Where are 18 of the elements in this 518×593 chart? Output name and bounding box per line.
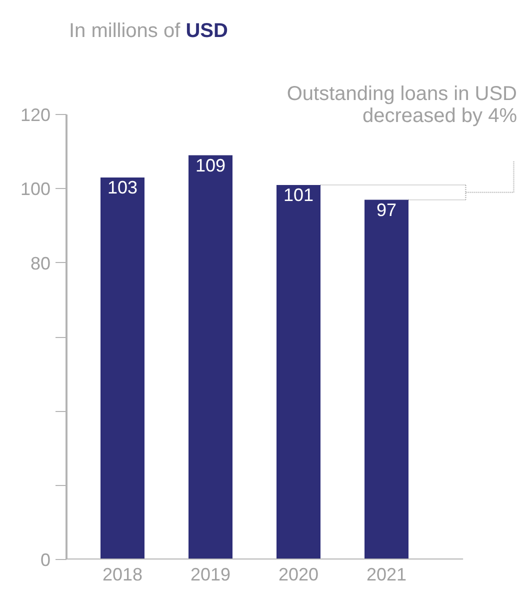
chart-title: In millions of USD — [69, 19, 228, 44]
y-tick-label: 0 — [40, 550, 51, 570]
y-tick-label: 80 — [30, 253, 51, 274]
x-tick-label: 2018 — [102, 564, 143, 584]
bar — [364, 200, 408, 560]
x-tick-label: 2020 — [278, 564, 319, 584]
data-label: 109 — [195, 155, 226, 176]
data-label: 97 — [376, 200, 397, 220]
annotation: Outstanding loans in USD decreased by 4% — [286, 83, 517, 127]
bar — [276, 184, 320, 560]
bar — [100, 178, 144, 560]
data-label: 103 — [107, 178, 138, 198]
y-tick-label: 120 — [20, 105, 51, 125]
y-tick-label: 100 — [20, 179, 51, 200]
x-tick-label: 2019 — [190, 564, 231, 584]
data-label: 101 — [283, 184, 314, 205]
bar — [188, 155, 232, 560]
x-tick-label: 2021 — [366, 564, 407, 584]
